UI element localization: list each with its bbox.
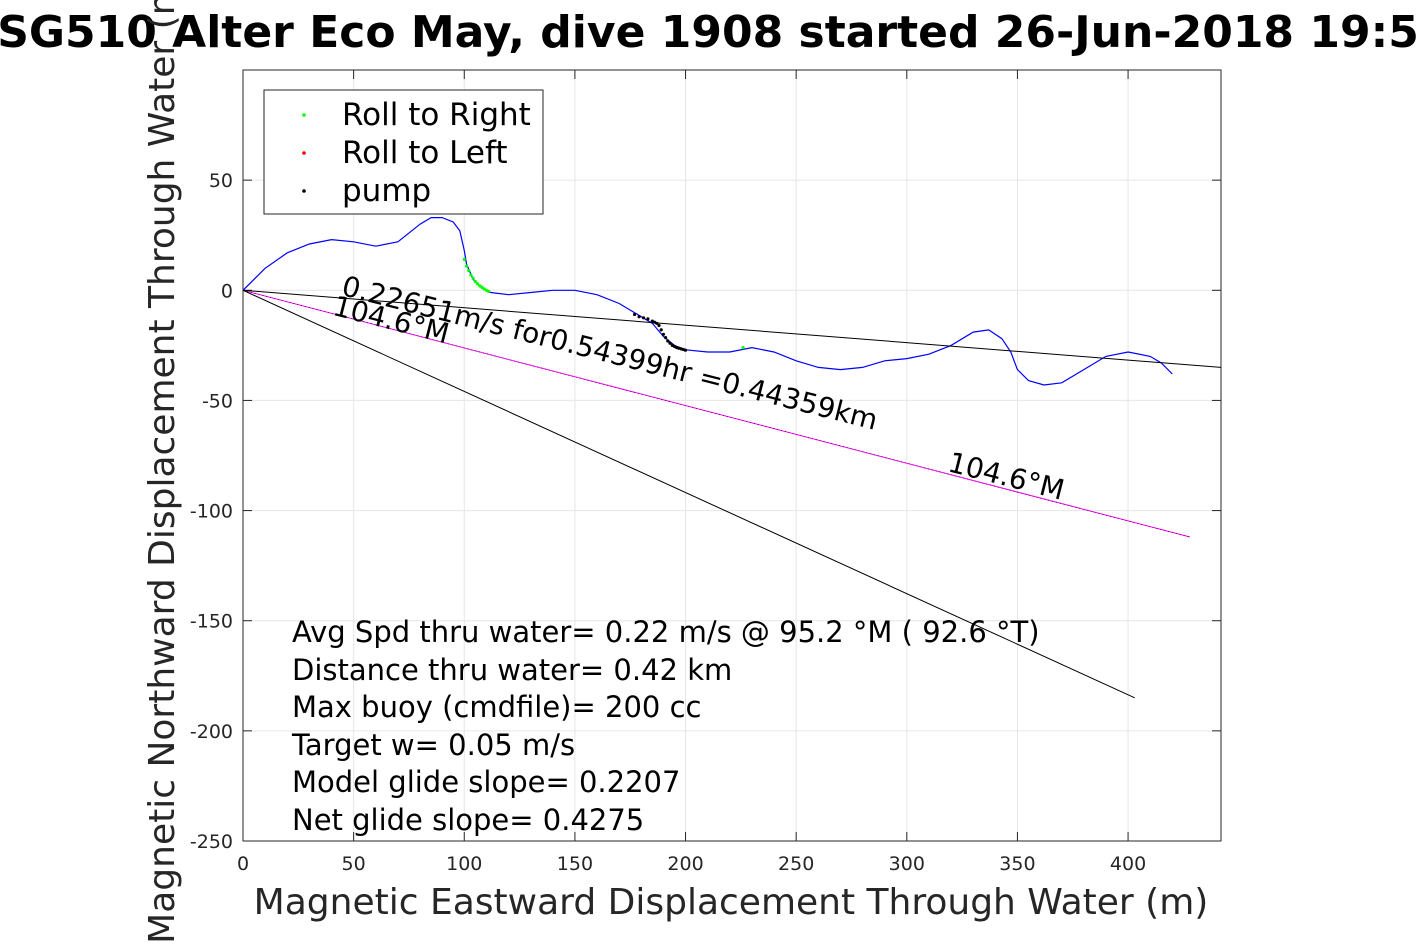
pump-point bbox=[637, 315, 641, 319]
info-line: Max buoy (cmdfile)= 200 cc bbox=[292, 690, 701, 724]
x-tick-label: 400 bbox=[1110, 853, 1146, 875]
plot-frame bbox=[242, 69, 1222, 842]
y-tick-label: -100 bbox=[190, 501, 233, 523]
legend-label: pump bbox=[342, 173, 431, 209]
y-tick-label: -250 bbox=[190, 831, 233, 853]
pump-point bbox=[633, 312, 637, 317]
x-tick-label: 250 bbox=[778, 853, 814, 875]
x-tick-label: 50 bbox=[342, 853, 366, 875]
roll-to-right-point bbox=[475, 282, 480, 286]
reference-line-line bbox=[242, 289, 1135, 699]
data-points bbox=[462, 257, 745, 352]
roll-to-right-point bbox=[464, 264, 469, 268]
y-tick-label: -150 bbox=[190, 611, 233, 633]
info-line: Target w= 0.05 m/s bbox=[291, 728, 575, 762]
y-tick-label: 0 bbox=[221, 280, 233, 302]
roll-to-right-point bbox=[471, 276, 475, 280]
pump-point bbox=[664, 336, 668, 340]
roll-to-right-point bbox=[462, 257, 466, 261]
pump-point bbox=[659, 328, 663, 332]
x-tick-label: 350 bbox=[999, 853, 1035, 875]
pump-point bbox=[661, 332, 666, 336]
axis-ticks: 0 50 100 150 200 250 300 350 400 50 0 -50 -100 -150 -2… bbox=[190, 70, 1221, 875]
y-tick-label: 50 bbox=[209, 170, 233, 192]
x-tick-label: 100 bbox=[446, 853, 482, 875]
roll-to-right-point bbox=[469, 273, 473, 277]
pump-point bbox=[668, 341, 672, 345]
roll-to-right-point bbox=[473, 279, 477, 284]
legend-marker-pump bbox=[302, 189, 306, 193]
pump-point bbox=[683, 348, 688, 352]
y-axis-label: Magnetic Northward Displacement Through … bbox=[142, 0, 183, 944]
x-tick-label: 300 bbox=[889, 853, 925, 875]
pump-point bbox=[641, 316, 646, 320]
legend-marker-roll-left bbox=[302, 151, 306, 155]
info-line: Net glide slope= 0.4275 bbox=[292, 803, 644, 837]
legend: Roll to Right Roll to Left pump bbox=[263, 89, 544, 215]
info-box: Avg Spd thru water= 0.22 m/s @ 95.2 °M (… bbox=[291, 615, 1040, 837]
reference-line-line bbox=[242, 289, 1222, 368]
chart-title: SG510 Alter Eco May, dive 1908 started 2… bbox=[0, 7, 1417, 58]
x-tick-label: 0 bbox=[237, 853, 249, 875]
x-tick-label: 150 bbox=[557, 853, 593, 875]
legend-label: Roll to Left bbox=[342, 135, 508, 171]
pump-point bbox=[657, 323, 661, 328]
average-heading-line-line bbox=[242, 289, 1191, 538]
roll-to-right-point bbox=[487, 289, 491, 293]
y-tick-label: -200 bbox=[190, 721, 233, 743]
info-line: Distance thru water= 0.42 km bbox=[292, 653, 732, 687]
roll-to-right-point bbox=[467, 268, 471, 273]
legend-label: Roll to Right bbox=[342, 97, 531, 133]
info-line: Model glide slope= 0.2207 bbox=[292, 765, 680, 799]
pump-point bbox=[655, 321, 659, 325]
roll-to-right-point bbox=[741, 346, 745, 350]
y-tick-label: -50 bbox=[202, 390, 233, 412]
legend-marker-roll-right bbox=[302, 113, 306, 117]
x-axis-label: Magnetic Eastward Displacement Through W… bbox=[254, 882, 1209, 923]
pump-point bbox=[646, 317, 650, 321]
roll-to-right-point bbox=[480, 285, 484, 289]
x-tick-label: 200 bbox=[667, 853, 703, 875]
pump-point bbox=[666, 339, 670, 343]
legend-box bbox=[263, 89, 544, 215]
info-line: Avg Spd thru water= 0.22 m/s @ 95.2 °M (… bbox=[292, 615, 1040, 649]
